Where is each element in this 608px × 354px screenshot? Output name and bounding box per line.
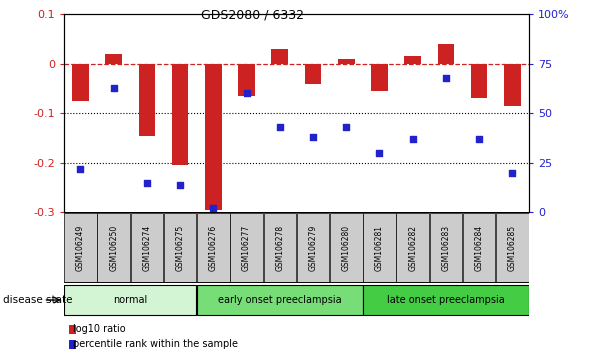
FancyBboxPatch shape (496, 213, 528, 282)
FancyBboxPatch shape (197, 213, 230, 282)
Bar (172, 64, 188, 165)
Bar (471, 64, 488, 98)
Text: GSM106283: GSM106283 (441, 225, 451, 271)
Point (508, 170, 517, 176)
Text: GSM106281: GSM106281 (375, 225, 384, 271)
FancyBboxPatch shape (330, 213, 362, 282)
Text: percentile rank within the sample: percentile rank within the sample (73, 339, 238, 349)
Point (242, 91, 252, 96)
Point (209, 206, 218, 211)
Text: GSM106249: GSM106249 (76, 225, 85, 271)
FancyBboxPatch shape (263, 213, 296, 282)
Text: GSM106275: GSM106275 (176, 225, 185, 271)
FancyBboxPatch shape (64, 285, 196, 315)
Text: GSM106284: GSM106284 (475, 225, 483, 271)
Text: early onset preeclampsia: early onset preeclampsia (218, 295, 342, 305)
FancyBboxPatch shape (230, 213, 263, 282)
Point (175, 182, 185, 188)
Text: GSM106285: GSM106285 (508, 225, 517, 271)
Bar (371, 64, 388, 91)
Point (474, 136, 484, 142)
Text: normal: normal (113, 295, 147, 305)
Bar (305, 64, 321, 84)
Point (109, 85, 119, 90)
FancyBboxPatch shape (430, 213, 462, 282)
Bar (438, 44, 454, 64)
Text: log10 ratio: log10 ratio (73, 324, 126, 334)
Bar (504, 64, 520, 106)
Bar (139, 64, 155, 136)
Bar (72, 64, 89, 101)
Bar (272, 49, 288, 64)
Text: disease state: disease state (3, 295, 72, 305)
Point (142, 180, 152, 185)
Text: GDS2080 / 6332: GDS2080 / 6332 (201, 9, 303, 22)
Bar (105, 54, 122, 64)
Point (275, 124, 285, 130)
FancyBboxPatch shape (131, 213, 163, 282)
FancyBboxPatch shape (463, 213, 496, 282)
FancyBboxPatch shape (396, 213, 429, 282)
Text: GSM106277: GSM106277 (242, 225, 251, 271)
FancyBboxPatch shape (164, 213, 196, 282)
Point (308, 134, 318, 140)
Bar (338, 59, 354, 64)
Text: GSM106279: GSM106279 (308, 225, 317, 271)
Text: late onset preeclampsia: late onset preeclampsia (387, 295, 505, 305)
Bar (238, 64, 255, 96)
Text: GSM106276: GSM106276 (209, 225, 218, 271)
Point (75, 166, 85, 172)
Text: GSM106274: GSM106274 (142, 225, 151, 271)
Point (441, 75, 451, 80)
Bar (205, 64, 222, 210)
Point (375, 150, 384, 156)
Point (408, 136, 418, 142)
FancyBboxPatch shape (363, 285, 528, 315)
FancyBboxPatch shape (97, 213, 130, 282)
FancyBboxPatch shape (363, 213, 396, 282)
Text: GSM106278: GSM106278 (275, 225, 285, 271)
FancyBboxPatch shape (197, 285, 362, 315)
Text: GSM106282: GSM106282 (408, 225, 417, 271)
Point (341, 124, 351, 130)
Text: GSM106280: GSM106280 (342, 225, 351, 271)
FancyBboxPatch shape (297, 213, 330, 282)
Bar (404, 56, 421, 64)
Text: GSM106250: GSM106250 (109, 225, 118, 271)
FancyBboxPatch shape (64, 213, 97, 282)
